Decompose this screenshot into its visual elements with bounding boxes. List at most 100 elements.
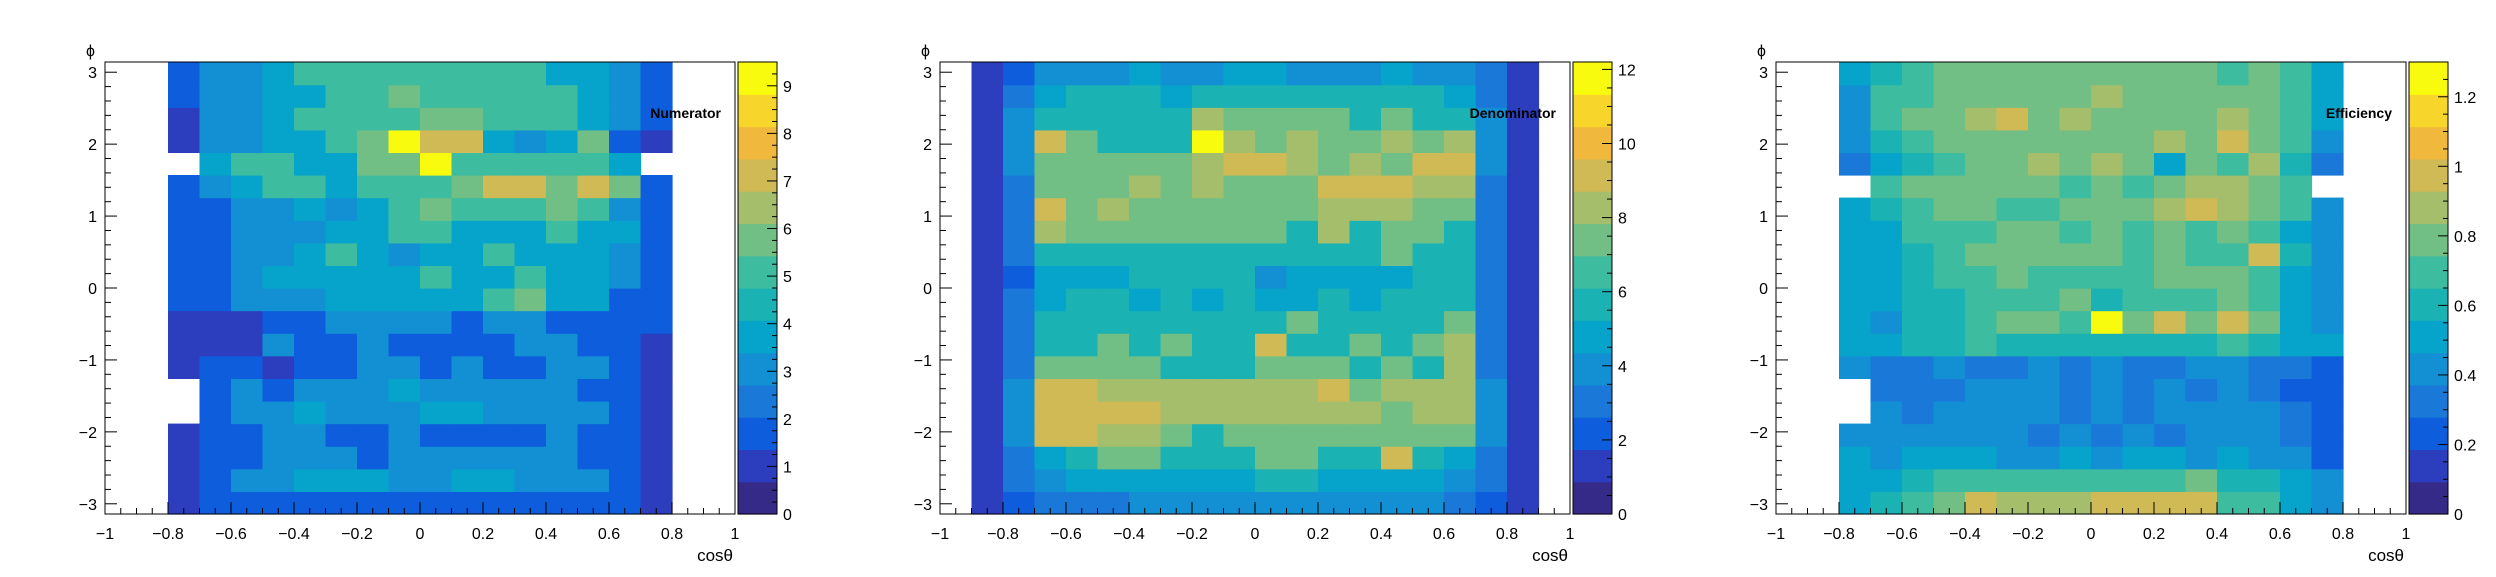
heatmap-cell	[1839, 197, 1872, 221]
heatmap-cells	[1839, 62, 2344, 515]
heatmap-cell	[294, 152, 327, 176]
x-tick-label: 0.6	[1433, 526, 1455, 543]
heatmap-cell	[2091, 107, 2124, 131]
heatmap-cell	[1507, 468, 1540, 492]
heatmap-cell	[2059, 401, 2092, 425]
heatmap-cell	[1255, 468, 1288, 492]
color-scale-band	[1573, 384, 1612, 418]
heatmap-cell	[325, 84, 358, 108]
heatmap-cell	[1160, 265, 1193, 289]
color-scale-band	[1573, 94, 1612, 128]
heatmap-cell	[1507, 265, 1540, 289]
color-scale-band	[1573, 320, 1612, 354]
heatmap-cell	[2028, 333, 2061, 357]
heatmap-cell	[1286, 355, 1319, 380]
heatmap-cell	[1097, 107, 1130, 131]
heatmap-cell	[1034, 152, 1067, 176]
heatmap-cell	[1066, 242, 1099, 267]
heatmap-cell	[1412, 242, 1445, 267]
heatmap-cell	[2248, 265, 2281, 289]
heatmap-cell	[514, 62, 547, 86]
heatmap-cell	[577, 84, 610, 108]
heatmap-cell	[357, 288, 390, 312]
heatmap-cell	[1192, 107, 1225, 131]
y-tick-label: 2	[923, 137, 932, 154]
heatmap-cell	[1003, 355, 1036, 380]
heatmap-cell	[2280, 468, 2313, 492]
heatmap-cell	[1129, 62, 1162, 86]
heatmap-cell	[1003, 265, 1036, 289]
heatmap-cell	[2217, 378, 2250, 402]
y-tick-label: −1	[79, 353, 97, 370]
heatmap-cell	[262, 152, 295, 176]
heatmap-cell	[1129, 107, 1162, 131]
color-scale-band	[738, 62, 777, 95]
heatmap-cell	[2217, 333, 2250, 357]
heatmap-cell	[2059, 333, 2092, 357]
heatmap-cell	[1160, 62, 1193, 86]
z-tick-label: 3	[783, 364, 792, 381]
heatmap-cell	[262, 423, 295, 447]
heatmap-cell	[1965, 378, 1998, 402]
x-tick-label: 0.8	[1496, 526, 1518, 543]
heatmap-cell	[2280, 491, 2313, 515]
heatmap-cell	[294, 491, 327, 515]
heatmap-cell	[546, 265, 579, 289]
heatmap-cell	[483, 355, 516, 380]
color-scale-band	[738, 352, 777, 386]
heatmap-cell	[1192, 84, 1225, 108]
heatmap-cell	[262, 220, 295, 244]
heatmap-cell	[1066, 401, 1099, 425]
heatmap-cell	[1412, 197, 1445, 221]
heatmap-cell	[1129, 84, 1162, 108]
heatmap-cell	[2154, 491, 2187, 515]
heatmap-cell	[199, 355, 232, 380]
heatmap-cell	[2280, 197, 2313, 221]
heatmap-cell	[609, 423, 642, 447]
heatmap-cell	[1223, 152, 1256, 176]
heatmap-cell	[199, 468, 232, 492]
color-scale-band	[1573, 288, 1612, 321]
heatmap-cell	[451, 152, 484, 176]
heatmap-cell	[1381, 333, 1414, 357]
heatmap-cell	[609, 129, 642, 154]
heatmap-cell	[168, 62, 201, 86]
heatmap-cell	[1066, 355, 1099, 380]
y-axis-label: ϕ	[1757, 43, 1766, 60]
heatmap-cell	[1129, 355, 1162, 380]
heatmap-cell	[199, 62, 232, 86]
heatmap-cell	[1444, 491, 1477, 515]
heatmap-cell	[1097, 62, 1130, 86]
heatmap-cell	[1412, 288, 1445, 312]
heatmap-cell	[577, 288, 610, 312]
z-tick-label: 0	[783, 507, 792, 524]
heatmap-cell	[1475, 62, 1508, 86]
heatmap-cell	[231, 355, 264, 380]
heatmap-cell	[1255, 378, 1288, 402]
x-tick-label: −0.2	[2012, 526, 2044, 543]
heatmap-cell	[420, 265, 453, 289]
heatmap-cell	[294, 107, 327, 131]
color-scale-band	[1573, 62, 1612, 95]
x-tick-label: −0.2	[341, 526, 373, 543]
heatmap-cell	[2091, 401, 2124, 425]
heatmap-cell	[514, 446, 547, 470]
color-scale-band	[2409, 223, 2448, 257]
heatmap-cell	[1839, 423, 1872, 447]
heatmap-cell	[231, 288, 264, 312]
heatmap-cell	[1933, 242, 1966, 267]
heatmap-cell	[168, 446, 201, 470]
heatmap-cell	[357, 333, 390, 357]
color-scale-band	[1573, 449, 1612, 483]
heatmap-cell	[1996, 468, 2029, 492]
heatmap-cell	[388, 242, 421, 267]
heatmap-cell	[1097, 84, 1130, 108]
heatmap-cell	[168, 423, 201, 447]
heatmap-cell	[2154, 333, 2187, 357]
heatmap-cell	[1507, 288, 1540, 312]
heatmap-cell	[2248, 220, 2281, 244]
heatmap-cell	[294, 288, 327, 312]
y-tick-label: −2	[79, 425, 97, 442]
heatmap-cell	[1870, 310, 1903, 334]
heatmap-cell	[168, 197, 201, 221]
